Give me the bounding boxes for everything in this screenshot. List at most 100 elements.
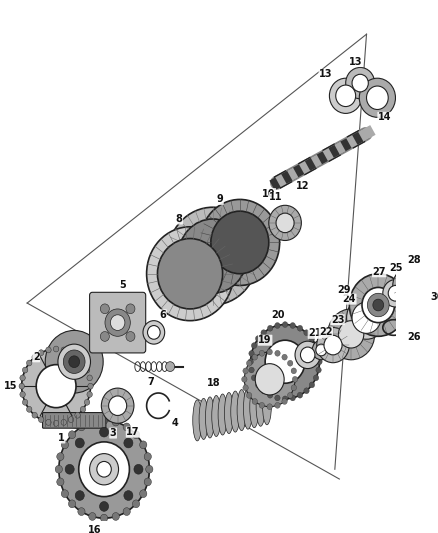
Circle shape bbox=[282, 399, 287, 405]
Circle shape bbox=[132, 500, 140, 508]
Text: 2: 2 bbox=[33, 352, 39, 362]
FancyBboxPatch shape bbox=[90, 292, 146, 353]
Circle shape bbox=[251, 343, 257, 349]
Circle shape bbox=[112, 513, 120, 520]
Circle shape bbox=[27, 360, 32, 366]
Circle shape bbox=[424, 312, 438, 329]
Text: 27: 27 bbox=[372, 267, 386, 277]
Circle shape bbox=[251, 375, 257, 381]
Text: 20: 20 bbox=[271, 310, 285, 320]
Circle shape bbox=[140, 490, 147, 498]
Circle shape bbox=[68, 500, 76, 508]
Circle shape bbox=[418, 305, 438, 336]
Circle shape bbox=[275, 395, 280, 401]
Circle shape bbox=[261, 330, 266, 336]
Circle shape bbox=[19, 383, 25, 389]
Circle shape bbox=[328, 309, 374, 360]
Circle shape bbox=[249, 367, 254, 373]
Circle shape bbox=[316, 344, 327, 356]
Circle shape bbox=[85, 399, 90, 405]
Text: 22: 22 bbox=[319, 327, 332, 337]
Circle shape bbox=[267, 404, 272, 410]
Circle shape bbox=[317, 327, 350, 362]
Text: 15: 15 bbox=[4, 381, 18, 391]
Circle shape bbox=[126, 304, 135, 314]
Text: 17: 17 bbox=[126, 427, 140, 437]
Circle shape bbox=[309, 382, 314, 388]
Circle shape bbox=[88, 383, 93, 389]
Circle shape bbox=[68, 350, 74, 356]
Text: 28: 28 bbox=[407, 255, 420, 265]
Circle shape bbox=[36, 365, 76, 408]
Circle shape bbox=[22, 367, 28, 373]
Circle shape bbox=[158, 239, 223, 309]
Circle shape bbox=[291, 385, 297, 391]
Circle shape bbox=[400, 276, 418, 295]
Circle shape bbox=[59, 421, 149, 518]
Circle shape bbox=[132, 431, 140, 439]
Circle shape bbox=[329, 78, 362, 114]
Circle shape bbox=[178, 219, 247, 293]
Circle shape bbox=[87, 375, 92, 381]
Circle shape bbox=[259, 402, 265, 408]
Circle shape bbox=[147, 227, 233, 321]
Circle shape bbox=[109, 396, 127, 416]
Circle shape bbox=[352, 302, 381, 333]
Text: 25: 25 bbox=[390, 263, 403, 273]
Circle shape bbox=[58, 344, 91, 379]
Circle shape bbox=[110, 315, 125, 330]
Circle shape bbox=[324, 335, 342, 355]
Circle shape bbox=[123, 423, 131, 431]
Circle shape bbox=[247, 392, 252, 398]
Circle shape bbox=[248, 359, 254, 365]
Ellipse shape bbox=[231, 391, 240, 432]
Circle shape bbox=[313, 375, 319, 381]
Circle shape bbox=[123, 507, 131, 515]
Ellipse shape bbox=[256, 385, 265, 426]
Text: 9: 9 bbox=[216, 195, 223, 205]
Text: 1: 1 bbox=[58, 433, 65, 443]
Circle shape bbox=[304, 388, 309, 394]
Circle shape bbox=[146, 465, 153, 473]
Circle shape bbox=[45, 330, 103, 393]
Circle shape bbox=[46, 347, 51, 353]
Circle shape bbox=[148, 326, 160, 339]
Circle shape bbox=[268, 392, 273, 398]
Circle shape bbox=[275, 350, 280, 356]
Ellipse shape bbox=[244, 388, 252, 429]
Circle shape bbox=[57, 478, 64, 486]
Ellipse shape bbox=[205, 397, 215, 438]
Circle shape bbox=[79, 442, 129, 497]
Circle shape bbox=[259, 350, 265, 356]
Circle shape bbox=[336, 85, 356, 107]
Ellipse shape bbox=[193, 400, 202, 441]
Text: 4: 4 bbox=[171, 418, 178, 429]
Text: 23: 23 bbox=[331, 314, 344, 325]
Ellipse shape bbox=[218, 394, 227, 435]
Circle shape bbox=[87, 392, 92, 398]
Circle shape bbox=[78, 423, 85, 431]
Circle shape bbox=[75, 354, 80, 360]
Ellipse shape bbox=[212, 395, 221, 437]
Circle shape bbox=[339, 321, 364, 348]
Circle shape bbox=[275, 322, 280, 328]
Circle shape bbox=[100, 304, 110, 314]
Circle shape bbox=[101, 388, 134, 423]
Circle shape bbox=[393, 268, 425, 303]
Circle shape bbox=[292, 376, 298, 382]
Circle shape bbox=[134, 464, 143, 474]
Circle shape bbox=[367, 86, 388, 109]
Text: 19: 19 bbox=[258, 335, 272, 345]
Circle shape bbox=[22, 349, 91, 423]
Circle shape bbox=[352, 74, 368, 92]
Circle shape bbox=[167, 207, 258, 305]
Circle shape bbox=[55, 465, 63, 473]
Ellipse shape bbox=[250, 386, 259, 427]
Circle shape bbox=[20, 392, 25, 398]
Circle shape bbox=[383, 280, 408, 307]
Circle shape bbox=[244, 352, 295, 407]
Text: 12: 12 bbox=[297, 181, 310, 191]
Ellipse shape bbox=[224, 392, 233, 433]
Circle shape bbox=[124, 438, 133, 448]
Circle shape bbox=[143, 321, 165, 344]
